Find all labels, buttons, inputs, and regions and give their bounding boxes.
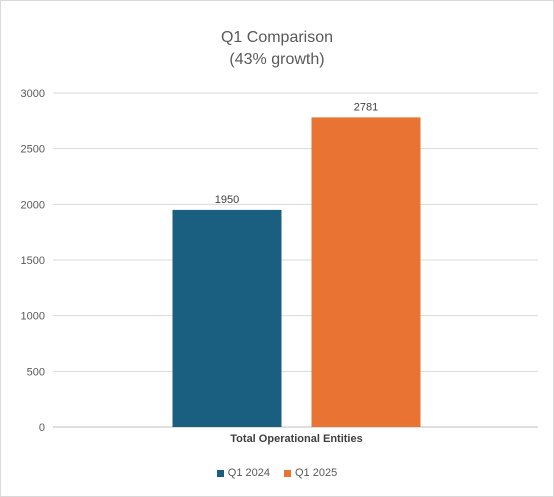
bar-q1-2025 — [311, 117, 421, 427]
y-tick-label: 0 — [39, 422, 45, 434]
legend-swatch-q1-2024 — [216, 469, 224, 477]
legend-label-q1-2024: Q1 2024 — [227, 467, 270, 479]
bar-q1-2024 — [172, 209, 282, 427]
y-tick-label: 1500 — [21, 255, 45, 267]
legend-item-q1-2025: Q1 2025 — [284, 467, 337, 479]
y-tick-label: 500 — [27, 366, 45, 378]
data-label: 2781 — [354, 101, 378, 113]
legend-label-q1-2025: Q1 2025 — [295, 467, 338, 479]
chart-legend: Q1 2024 Q1 2025 — [1, 467, 553, 479]
x-category-label: Total Operational Entities — [230, 433, 362, 445]
y-tick-label: 3000 — [21, 88, 45, 100]
y-tick-label: 2000 — [21, 199, 45, 211]
y-tick-label: 2500 — [21, 144, 45, 156]
y-tick-label: 1000 — [21, 311, 45, 323]
legend-swatch-q1-2025 — [284, 469, 291, 477]
chart-subtitle: (43% growth) — [229, 51, 325, 68]
legend-item-q1-2024: Q1 2024 — [216, 467, 270, 479]
data-label: 1950 — [215, 194, 239, 206]
chart-title: Q1 Comparison — [220, 29, 334, 46]
